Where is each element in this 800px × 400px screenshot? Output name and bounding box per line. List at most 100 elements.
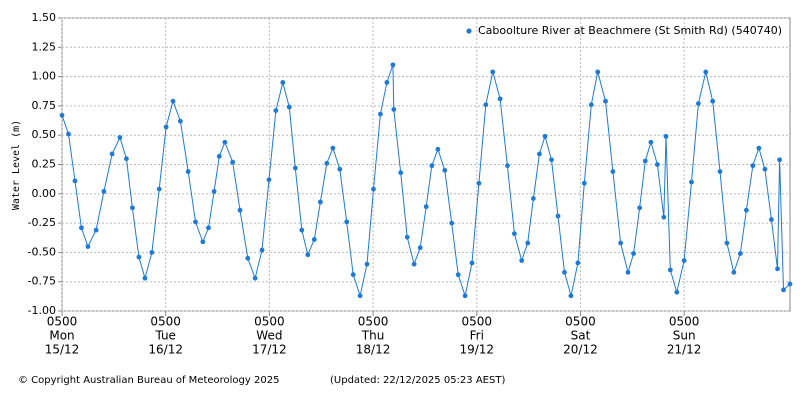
data-point — [311, 237, 317, 242]
data-point — [337, 166, 343, 172]
data-point — [724, 240, 730, 246]
data-point — [555, 213, 561, 219]
data-point — [378, 111, 383, 117]
data-point — [59, 112, 65, 118]
data-point — [350, 272, 356, 278]
data-point — [525, 240, 531, 246]
x-tick-label: Tue — [154, 329, 176, 343]
data-point — [259, 247, 265, 253]
data-point — [455, 272, 461, 278]
data-point — [149, 250, 155, 255]
footer-updated: (Updated: 22/12/2025 05:23 AEST) — [330, 375, 505, 386]
data-point — [654, 162, 660, 167]
data-point — [230, 159, 236, 165]
data-point — [743, 207, 749, 213]
data-point — [710, 98, 716, 104]
data-point — [142, 275, 148, 281]
y-tick-label: -0.75 — [28, 275, 56, 288]
data-point — [689, 179, 694, 185]
data-point — [663, 133, 669, 139]
data-point — [787, 281, 793, 287]
data-point — [273, 108, 279, 113]
data-point — [411, 261, 417, 267]
y-tick-label: 1.00 — [32, 70, 57, 83]
data-point — [631, 251, 636, 256]
data-point — [775, 266, 780, 272]
data-point — [130, 205, 135, 211]
data-point — [317, 199, 323, 205]
data-point — [384, 80, 390, 85]
data-point — [511, 231, 517, 237]
data-point — [117, 135, 123, 140]
data-point — [211, 189, 217, 194]
data-point — [72, 178, 78, 184]
data-point — [442, 167, 448, 173]
footer-copyright: © Copyright Australian Bureau of Meteoro… — [18, 375, 279, 386]
data-point — [575, 260, 581, 266]
x-tick-label: 0500 — [461, 315, 492, 329]
y-tick-label: 1.50 — [32, 11, 57, 24]
data-point — [330, 145, 336, 151]
x-tick-label: 17/12 — [252, 343, 287, 357]
data-point — [490, 69, 496, 75]
x-tick-label: 18/12 — [356, 343, 391, 357]
x-tick-label: Wed — [256, 329, 282, 343]
x-tick-label: 19/12 — [459, 343, 494, 357]
data-point — [542, 133, 548, 139]
x-tick-label: 20/12 — [563, 343, 598, 357]
data-point — [286, 104, 292, 110]
data-point — [93, 227, 99, 233]
data-point — [731, 269, 737, 275]
data-point — [681, 258, 687, 264]
data-point — [245, 255, 251, 261]
data-point — [429, 163, 435, 169]
x-tick-label: 0500 — [358, 315, 389, 329]
data-point — [79, 225, 84, 231]
data-point — [625, 269, 631, 275]
data-point — [648, 139, 654, 145]
data-point — [156, 186, 162, 192]
data-point — [371, 186, 376, 192]
data-point — [549, 157, 554, 163]
data-point — [423, 204, 429, 210]
data-point — [123, 156, 129, 162]
y-tick-label: -0.50 — [28, 245, 56, 258]
data-point — [449, 220, 455, 226]
y-tick-label: 0.75 — [32, 99, 57, 112]
data-point — [717, 169, 723, 174]
data-point — [769, 217, 774, 222]
data-point — [206, 225, 211, 231]
data-point — [193, 219, 198, 225]
data-point — [391, 107, 397, 112]
data-point — [483, 102, 489, 108]
data-point — [661, 214, 667, 220]
data-point — [469, 260, 475, 266]
data-point — [588, 102, 594, 108]
data-point — [109, 151, 115, 157]
data-point — [85, 244, 91, 249]
data-point — [299, 227, 305, 233]
data-point — [344, 219, 350, 225]
data-point — [462, 293, 468, 299]
data-point — [101, 189, 107, 194]
data-point — [610, 169, 616, 174]
data-point — [756, 145, 762, 151]
data-point — [505, 163, 510, 169]
x-tick-label: 0500 — [669, 315, 700, 329]
x-tick-label: 0500 — [47, 315, 78, 329]
x-tick-label: Fri — [470, 329, 484, 343]
x-tick-label: 0500 — [150, 315, 181, 329]
data-point — [200, 239, 206, 245]
data-point — [398, 170, 404, 176]
data-point — [737, 251, 743, 256]
legend-label: Caboolture River at Beachmere (St Smith … — [478, 24, 782, 37]
data-point — [252, 275, 258, 281]
data-point — [781, 287, 786, 293]
data-point — [185, 169, 191, 174]
data-point — [237, 207, 243, 213]
data-point — [519, 258, 525, 264]
data-point — [324, 160, 330, 166]
data-point — [667, 267, 673, 273]
data-point — [404, 234, 410, 240]
